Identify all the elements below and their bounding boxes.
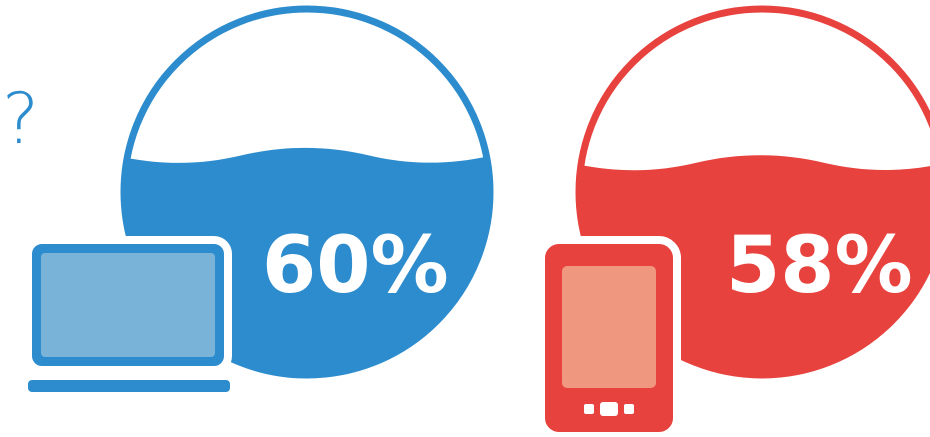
- gauge-ring: [120, 5, 494, 379]
- tablet-icon: [537, 236, 681, 437]
- percentage-label: 60%: [262, 221, 449, 311]
- laptop-icon: [24, 236, 234, 396]
- partial-question-text: ?: [2, 78, 40, 160]
- percentage-label: 58%: [726, 221, 913, 311]
- gauge-ring: [575, 5, 930, 379]
